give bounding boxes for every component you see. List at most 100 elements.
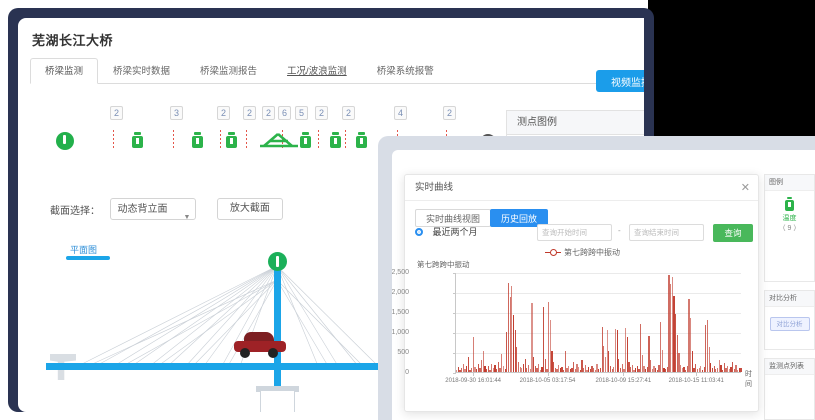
chart-bar — [579, 369, 582, 372]
chart-bar — [487, 366, 490, 372]
section-select-dropdown[interactable]: 动态背立面 ▼ — [110, 198, 197, 221]
chart-bar — [648, 336, 650, 372]
chart-bar — [526, 367, 528, 372]
chart-bar — [471, 367, 473, 372]
bridge-sensor-group-icon[interactable] — [258, 130, 300, 150]
compare-card-title: 对比分析 — [765, 291, 814, 307]
sensor-icon[interactable] — [132, 132, 143, 148]
chart-bar — [624, 327, 627, 372]
end-time-input[interactable]: 查询结束时间 — [629, 224, 704, 241]
query-button[interactable]: 查询 — [713, 224, 753, 242]
section-select-label: 截面选择： — [50, 205, 100, 217]
chart-bar — [676, 335, 679, 372]
chart-bar — [613, 366, 615, 372]
chart-bar — [733, 368, 735, 372]
chart-bar — [514, 329, 516, 372]
chart-bar — [623, 369, 625, 372]
chart-bar — [574, 368, 576, 372]
chart-bar — [461, 368, 463, 372]
modal-tab-1[interactable]: 历史回放 — [490, 209, 549, 227]
chart-bar — [467, 356, 469, 372]
chart-bar — [509, 296, 511, 372]
sensor-tick — [246, 130, 247, 148]
x-tick-mark — [623, 373, 625, 376]
chart-bar — [738, 367, 740, 372]
chart-bar — [476, 369, 478, 372]
chart-bar — [639, 324, 642, 372]
chart-bar — [584, 365, 587, 372]
chart-bar — [491, 363, 493, 372]
chart-bar — [715, 369, 717, 372]
chart-bar — [680, 364, 682, 372]
sensor-icon[interactable] — [300, 132, 311, 148]
chart-bar — [486, 368, 488, 372]
pylon-sensor-icon — [268, 252, 287, 271]
sensor-icon[interactable] — [356, 132, 367, 148]
chart-bar — [558, 364, 560, 372]
modal-tabs: 实时曲线视图 历史回放 — [405, 201, 758, 227]
sensor-tick — [345, 130, 346, 148]
sensor-icon[interactable] — [330, 132, 341, 148]
compare-analysis-button[interactable]: 对比分析 — [769, 317, 810, 331]
y-tick-label: 500 — [397, 349, 409, 356]
chart-bar — [511, 285, 513, 372]
chart-bar — [482, 351, 484, 372]
chart-bar — [499, 368, 501, 372]
chart-bar — [660, 321, 662, 372]
y-tick-mark — [453, 373, 456, 374]
monitor-list-card: 监测点列表 — [764, 358, 815, 420]
chart-bar — [608, 351, 610, 372]
chart-legend[interactable]: 第七跨跨中振动 — [405, 247, 760, 258]
sensor-count-badge: 2 — [342, 106, 355, 120]
zoom-section-button[interactable]: 放大截面 — [216, 198, 283, 220]
sensor-status-icon — [56, 132, 74, 150]
chart-bar — [671, 276, 673, 372]
tab-2[interactable]: 桥梁监测报告 — [200, 66, 258, 77]
chart-bar — [731, 361, 734, 372]
chart-bar — [716, 367, 719, 372]
vehicle-base — [234, 341, 286, 352]
sensor-tick — [220, 130, 221, 148]
start-time-input[interactable]: 查询开始时间 — [537, 224, 612, 241]
chart-bar — [583, 368, 585, 372]
recent-two-months-radio[interactable] — [415, 227, 423, 236]
chart-bar — [646, 367, 648, 372]
chart-bar — [606, 330, 608, 372]
tab-3[interactable]: 工况/波浪监测 — [287, 66, 347, 77]
legend-panel-title: 测点图例 — [507, 111, 644, 135]
right-side-panel: 图例 温度 （ 9 ） 对比分析 对比分析 监测点列表 — [764, 174, 815, 420]
sensor-icon[interactable] — [192, 132, 203, 148]
date-range-separator: - — [618, 226, 621, 235]
section-select-row: 截面选择： 动态背立面 ▼ 放大截面 — [50, 198, 283, 221]
x-tick-label: 2018-10-15 11:03:41 — [668, 378, 724, 384]
chart-bar — [736, 369, 739, 372]
chart-bar — [690, 317, 692, 372]
sensor-icon[interactable] — [226, 132, 237, 148]
chart-bar — [685, 369, 687, 372]
close-icon[interactable]: ✕ — [740, 182, 750, 194]
tab-0[interactable]: 桥梁监测 — [30, 58, 99, 84]
video-monitor-button[interactable]: 视频监控 — [596, 70, 644, 92]
tab-1[interactable]: 桥梁实时数据 — [113, 66, 171, 77]
chart-bar — [681, 368, 684, 372]
backdrop-band-top-right — [648, 0, 815, 138]
chart-bar — [469, 369, 471, 372]
chart-bar — [507, 282, 510, 372]
sensor-count-badge: 2 — [315, 106, 328, 120]
chart-bar — [531, 302, 533, 372]
y-tick-mark — [453, 353, 456, 354]
chart-bar — [603, 345, 605, 372]
tab-4[interactable]: 桥梁系统报警 — [376, 66, 434, 77]
chart-bar — [604, 356, 607, 372]
chart-bar — [688, 299, 690, 372]
chart-bar — [564, 351, 566, 372]
chart-bar — [650, 360, 652, 372]
compare-card-body: 对比分析 — [765, 307, 814, 337]
chart-bar — [492, 368, 495, 372]
chart-bar — [566, 368, 568, 372]
chart-bar — [542, 307, 545, 372]
chart-bar — [638, 369, 640, 372]
chart-bar — [521, 368, 523, 372]
chart-bar — [618, 358, 620, 372]
x-tick-mark — [473, 373, 475, 376]
